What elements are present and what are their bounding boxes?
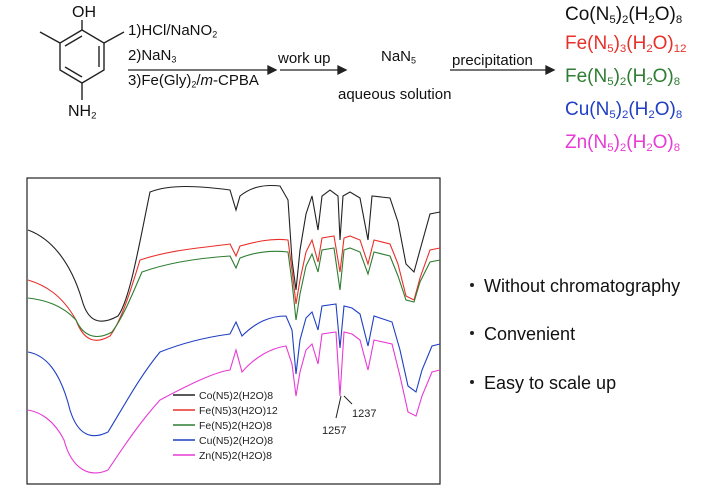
condition-1: 1)HCl/NaNO2: [128, 22, 218, 40]
trace-zn: [27, 331, 441, 474]
annot-1237: 1237: [352, 408, 376, 420]
legend-label: Zn(N5)2(H2O)8: [199, 450, 272, 462]
annot-1257: 1257: [322, 425, 346, 437]
legend-label: Co(N5)2(H2O)8: [199, 390, 273, 402]
product-5: Zn(N5)2(H2O)8: [565, 132, 681, 154]
precipitation-label: precipitation: [452, 52, 533, 69]
product-2: Fe(N5)3(H2O)12: [565, 33, 687, 55]
reaction-arrows: [128, 64, 556, 76]
bullet-1: Without chromatography: [470, 276, 680, 297]
annot-line-1257: [335, 395, 342, 419]
trace-co: [27, 184, 441, 322]
annot-line-1237: [343, 395, 353, 405]
trace-cu: [27, 303, 441, 437]
spectrum-frame: [26, 177, 441, 485]
product-3: Fe(N5)2(H2O)8: [565, 66, 681, 88]
legend-label: Fe(N5)3(H2O)12: [199, 405, 278, 417]
oh-label: OH: [72, 4, 96, 21]
bullet-3: Easy to scale up: [470, 373, 616, 394]
condition-3: 3)Fe(Gly)2/m-CPBA: [128, 72, 259, 90]
legend-label: Cu(N5)2(H2O)8: [199, 435, 273, 447]
workup-label: work up: [278, 50, 331, 67]
aqueous-label: aqueous solution: [338, 86, 452, 103]
product-4: Cu(N5)2(H2O)8: [565, 99, 683, 121]
nan5-label: NaN5: [381, 48, 417, 66]
trace-fe2: [27, 247, 441, 338]
nh2-label: NH2: [68, 103, 97, 122]
condition-2: 2)NaN3: [128, 47, 177, 65]
bullet-2: Convenient: [470, 324, 575, 345]
product-1: Co(N5)2(H2O)8: [565, 4, 683, 26]
trace-fe3: [27, 235, 441, 341]
legend-label: Fe(N5)2(H2O)8: [199, 420, 272, 432]
reactant-structure: [39, 20, 125, 100]
spectrum-legend: Co(N5)2(H2O)8 Fe(N5)3(H2O)12 Fe(N5)2(H2O)8…: [173, 390, 278, 462]
